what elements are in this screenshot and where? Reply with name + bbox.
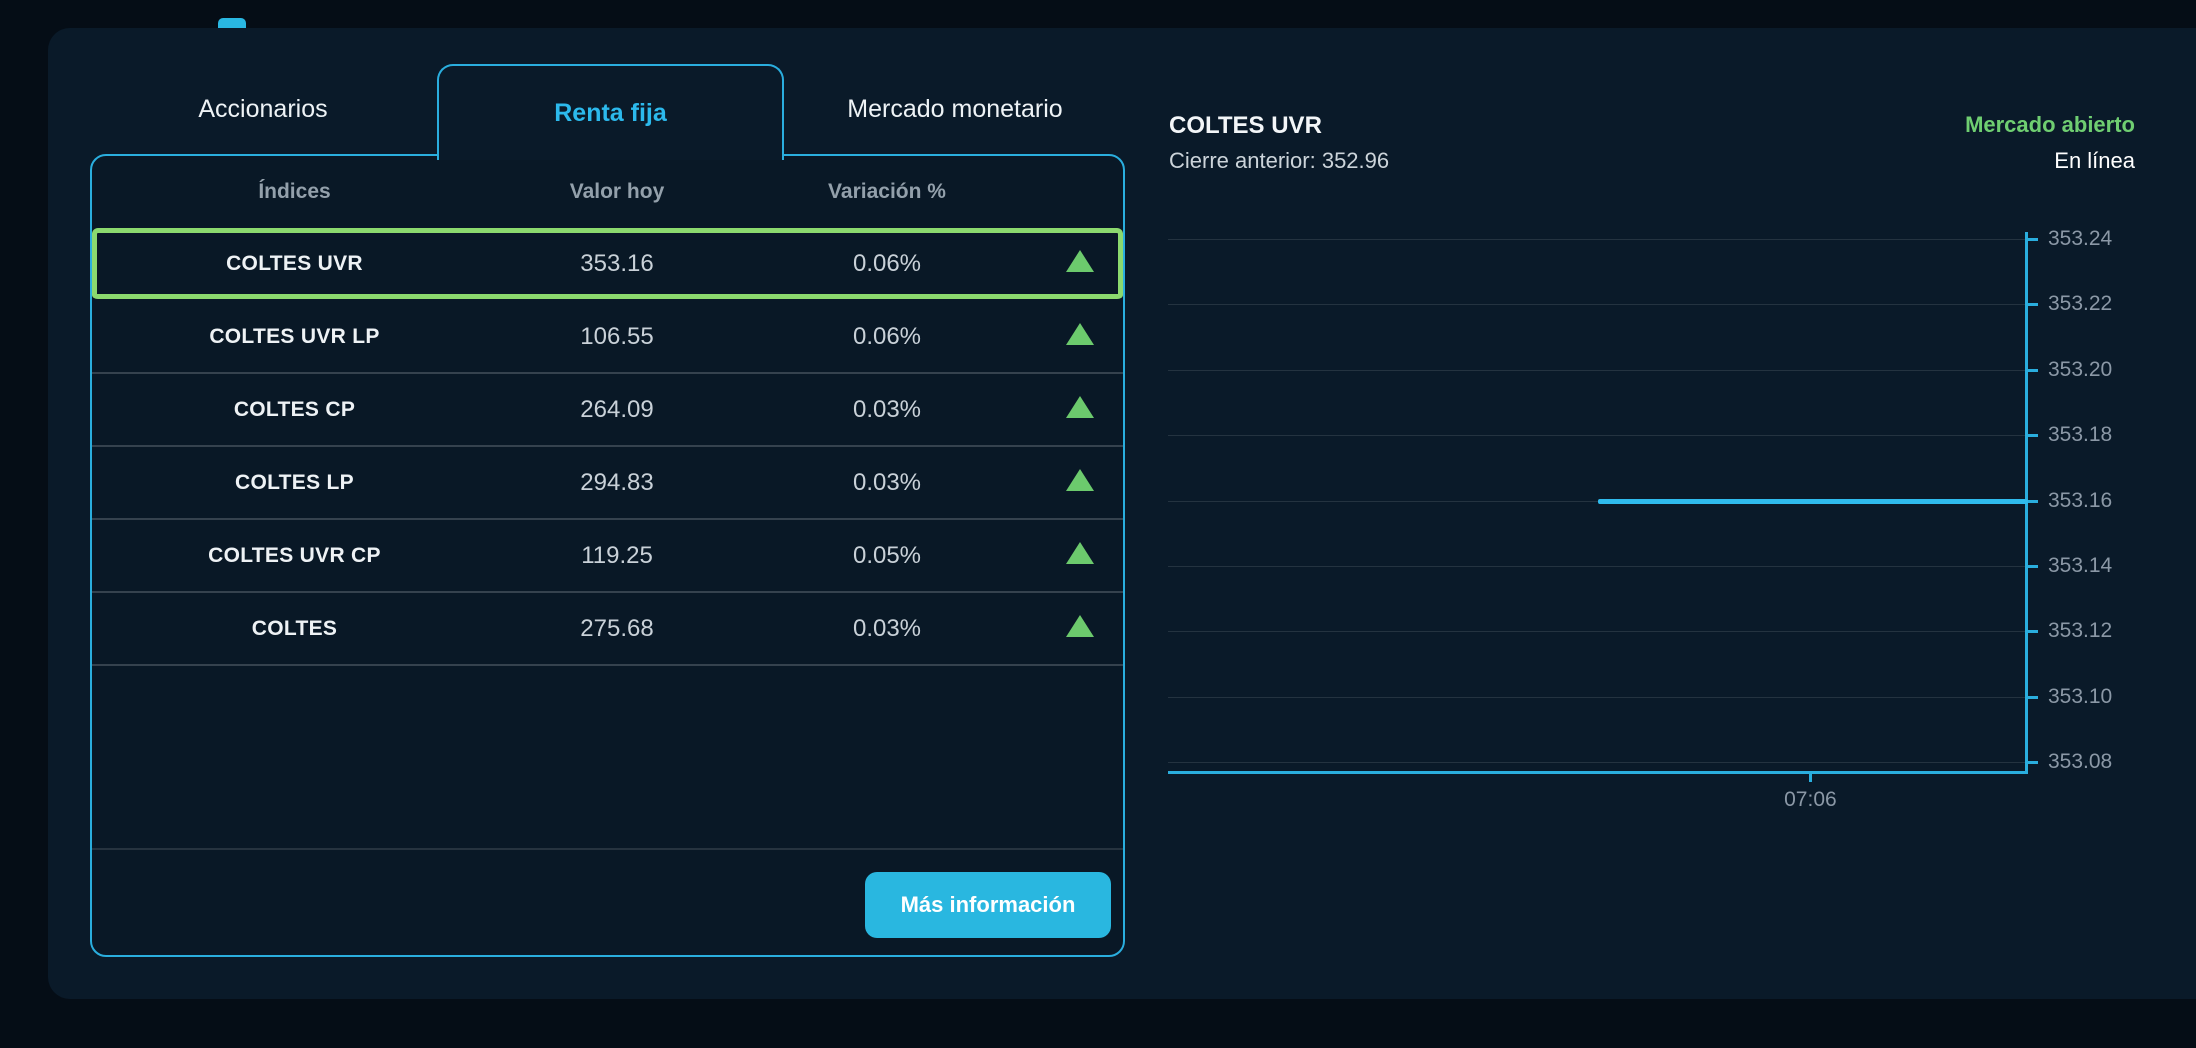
- market-card: Accionarios Renta fija Mercado monetario…: [48, 28, 2196, 999]
- up-triangle-icon: [1066, 469, 1094, 491]
- up-triangle-icon: [1066, 615, 1094, 637]
- index-value: 106.55: [580, 322, 654, 350]
- table-row[interactable]: COLTES UVR CP 119.25 0.05%: [92, 520, 1123, 593]
- index-value: 353.16: [580, 249, 654, 277]
- y-axis-tick: [2028, 630, 2038, 634]
- y-axis-tick: [2028, 564, 2038, 568]
- index-name: COLTES UVR CP: [208, 543, 381, 567]
- index-value: 119.25: [581, 541, 653, 569]
- index-change: 0.03%: [852, 614, 922, 642]
- index-value: 294.83: [580, 468, 654, 496]
- gridline: [1168, 762, 2028, 763]
- top-notch: [218, 18, 246, 29]
- index-value: 275.68: [580, 614, 654, 642]
- y-axis-tick: [2028, 303, 2038, 307]
- y-axis-label: 353.14: [2048, 553, 2113, 577]
- header-valor-hoy: Valor hoy: [569, 180, 665, 203]
- connection-status: En línea: [2054, 148, 2135, 173]
- x-axis-tick: [1809, 772, 1813, 782]
- change-direction-cell: [1037, 615, 1123, 642]
- gridline: [1168, 565, 2028, 567]
- y-axis-tick: [2028, 761, 2038, 764]
- gridline: [1168, 631, 2028, 633]
- table-row[interactable]: COLTES LP 294.83 0.03%: [92, 447, 1123, 520]
- index-change: 0.06%: [852, 322, 922, 350]
- change-direction-cell: [1037, 542, 1123, 569]
- up-triangle-icon: [1066, 396, 1094, 418]
- y-axis-tick: [2028, 368, 2038, 372]
- gridline: [1168, 435, 2028, 437]
- index-name: COLTES UVR LP: [209, 324, 380, 348]
- price-line: [1598, 498, 2028, 504]
- y-axis-label: 353.12: [2048, 619, 2113, 643]
- tab-accionarios[interactable]: Accionarios: [198, 94, 328, 123]
- table-row[interactable]: COLTES 275.68 0.03%: [92, 593, 1123, 666]
- gridline: [1168, 239, 2028, 240]
- change-direction-cell: [1037, 396, 1123, 423]
- y-axis-label: 353.08: [2048, 750, 2113, 773]
- more-info-button[interactable]: Más información: [865, 872, 1111, 938]
- gridline: [1168, 369, 2028, 371]
- previous-close-label: Cierre anterior: 352.96: [1169, 148, 1390, 173]
- x-axis-label: 07:06: [1784, 788, 1837, 811]
- table-row[interactable]: COLTES UVR LP 106.55 0.06%: [92, 301, 1123, 374]
- index-change: 0.05%: [852, 541, 922, 569]
- tab-renta-fija[interactable]: Renta fija: [437, 64, 784, 160]
- index-name: COLTES LP: [235, 470, 354, 494]
- index-change: 0.06%: [852, 249, 922, 277]
- y-axis-label: 353.22: [2048, 292, 2113, 316]
- x-axis-line: [1168, 771, 2028, 774]
- index-value: 264.09: [580, 395, 654, 423]
- change-direction-cell: [1037, 469, 1123, 496]
- y-axis-tick: [2028, 499, 2038, 503]
- panel-divider: [92, 848, 1123, 850]
- up-triangle-icon: [1066, 323, 1094, 345]
- header-indices: Índices: [258, 180, 331, 203]
- up-triangle-icon: [1066, 542, 1094, 564]
- change-direction-cell: [1037, 323, 1123, 350]
- change-direction-cell: [1037, 250, 1123, 277]
- gridline: [1168, 696, 2028, 698]
- chart-title: COLTES UVR: [1169, 112, 1322, 139]
- y-axis-label: 353.18: [2048, 423, 2113, 447]
- y-axis-label: 353.20: [2048, 357, 2113, 381]
- y-axis-tick: [2028, 238, 2038, 241]
- index-rows: COLTES UVR 353.16 0.06% COLTES UVR LP 106.55…: [92, 228, 1123, 666]
- indices-panel: Índices Valor hoy Variación % COLTES UVR…: [90, 154, 1125, 957]
- chart-plot: 353.24 353.22 353.20 353.18 353.16 353.14 353.…: [1168, 227, 2112, 811]
- tab-mercado-monetario[interactable]: Mercado monetario: [847, 94, 1063, 123]
- y-axis-tick: [2028, 434, 2038, 438]
- y-axis-label: 353.24: [2048, 227, 2113, 250]
- index-change: 0.03%: [852, 468, 922, 496]
- table-row[interactable]: COLTES UVR 353.16 0.06%: [92, 228, 1123, 301]
- index-name: COLTES: [251, 616, 338, 640]
- index-name: COLTES UVR: [226, 251, 363, 275]
- gridline: [1168, 304, 2028, 306]
- table-header: Índices Valor hoy Variación %: [92, 156, 1123, 228]
- market-status: Mercado abierto: [1965, 112, 2135, 137]
- table-row[interactable]: COLTES CP 264.09 0.03%: [92, 374, 1123, 447]
- index-change: 0.03%: [852, 395, 922, 423]
- y-axis-label: 353.16: [2048, 488, 2113, 512]
- index-name: COLTES CP: [233, 397, 356, 421]
- up-triangle-icon: [1066, 250, 1094, 272]
- y-axis-label: 353.10: [2048, 684, 2113, 708]
- header-variacion: Variación %: [828, 180, 946, 203]
- y-axis-tick: [2028, 695, 2038, 699]
